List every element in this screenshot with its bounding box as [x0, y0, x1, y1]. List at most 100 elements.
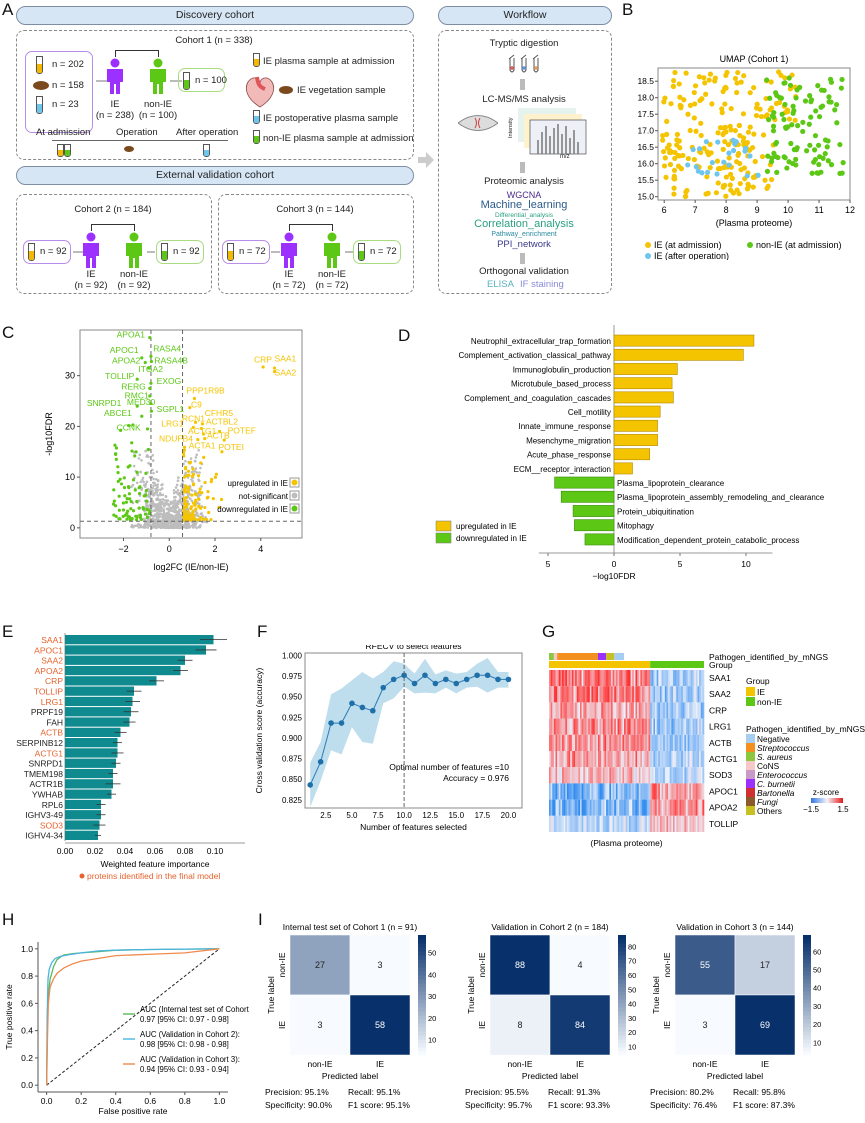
- ns-point: [145, 480, 149, 484]
- umap-point: [721, 159, 727, 165]
- umap-point: [683, 189, 689, 195]
- down-point: [147, 511, 152, 516]
- feature-label: IGHV4-34: [25, 831, 63, 841]
- umap-point: [795, 123, 801, 129]
- heatmap-cell: [602, 702, 605, 719]
- umap-point: [793, 95, 799, 101]
- point-label: CFHR5: [205, 408, 234, 418]
- heatmap-cell: [635, 783, 638, 800]
- heatmap-cell: [627, 799, 630, 816]
- umap-point: [800, 128, 806, 135]
- y-tick-label: 1.000: [282, 651, 303, 660]
- heatmap-cell: [589, 799, 592, 816]
- pathway-bar: [613, 363, 678, 375]
- ns-point: [131, 483, 135, 487]
- heatmap-cell: [681, 718, 684, 735]
- arrow-icon: [271, 251, 280, 253]
- predicted-tick-label: non-IE: [307, 1059, 332, 1069]
- heatmap-cell: [663, 670, 666, 687]
- legend-ie-plasma: IE plasma sample at admission: [263, 56, 395, 67]
- y-axis-label: True label: [651, 976, 661, 1014]
- heatmap-cell: [702, 751, 705, 768]
- colorbar-segment: [803, 971, 811, 976]
- down-point: [131, 509, 136, 513]
- heatmap-cell: [588, 783, 591, 800]
- up-point: [206, 489, 210, 494]
- umap-point: [674, 137, 680, 143]
- heatmap-cell: [669, 734, 672, 751]
- heatmap-cell: [656, 670, 659, 687]
- heatmap-cell: [573, 702, 576, 719]
- heatmap-cell: [645, 702, 648, 719]
- ns-point: [164, 495, 168, 499]
- heatmap-cell: [664, 767, 667, 784]
- x-axis-label: log2FC (IE/non-IE): [153, 562, 228, 572]
- colorbar-segment: [803, 995, 811, 1000]
- down-arrow-icon: [520, 253, 525, 264]
- heatmap-cell: [681, 799, 684, 816]
- labeled-point: [145, 427, 150, 431]
- heatmap-cell: [549, 718, 551, 735]
- heatmap-cell: [602, 686, 605, 703]
- umap-point: [661, 148, 667, 155]
- ns-point: [190, 524, 194, 527]
- legend-ie-vegetation: IE vegetation sample: [297, 85, 386, 96]
- heatmap-cell: [586, 815, 589, 832]
- heatmap-cell: [597, 670, 600, 687]
- heatmap-cell: [702, 767, 705, 784]
- heatmap-cell: [565, 734, 568, 751]
- colorbar-segment: [618, 963, 626, 968]
- cohort2-ie-sample-count: n = 92: [40, 246, 67, 257]
- nonie-sample-count: n = 100: [195, 75, 227, 86]
- green-tube-icon: [64, 144, 71, 157]
- workflow-box: [438, 30, 612, 294]
- heatmap-cell: [700, 734, 703, 751]
- heatmap-cell: [650, 702, 653, 719]
- heatmap-cell: [681, 702, 684, 719]
- heatmap-cell: [560, 718, 563, 735]
- labeled-point: [149, 409, 154, 413]
- heatmap-cell: [690, 718, 693, 735]
- umap-point: [825, 158, 831, 164]
- matrix-cell: [349, 994, 411, 1056]
- heatmap-cell: [637, 670, 640, 687]
- heatmap-cell: [684, 751, 687, 768]
- heatmap-cell: [643, 767, 646, 784]
- heatmap-cell: [570, 718, 573, 735]
- heatmap-cell: [578, 799, 581, 816]
- labeled-point: [218, 429, 222, 434]
- matrix-value: 3: [377, 960, 382, 970]
- umap-point: [671, 185, 677, 191]
- heatmap-cell: [560, 815, 563, 832]
- umap-point: [753, 105, 760, 111]
- umap-point: [734, 89, 740, 96]
- heatmap-cell: [625, 767, 628, 784]
- heatmap-cell: [673, 799, 675, 816]
- point-label: APOA1: [117, 330, 146, 340]
- umap-point: [828, 99, 834, 105]
- heatmap-cell: [661, 702, 664, 719]
- validation-if-staining: IF staining: [520, 279, 564, 290]
- labeled-point: [143, 360, 147, 365]
- ns-point: [199, 493, 202, 497]
- accuracy-point: [307, 782, 314, 788]
- heatmap-cell: [606, 767, 609, 784]
- metric-f1: F1 score: 93.3%: [548, 1100, 610, 1110]
- heatmap-cell: [673, 783, 675, 800]
- heatmap-cell: [615, 702, 618, 719]
- heatmap-cell: [677, 670, 680, 687]
- heatmap-cell: [643, 783, 646, 800]
- ns-point: [194, 510, 198, 513]
- heatmap-cell: [602, 670, 605, 687]
- heatmap-cell: [571, 751, 574, 768]
- heatmap-cell: [573, 734, 576, 751]
- heatmap-cell: [640, 702, 643, 719]
- y-tick-label: 0.2: [21, 1053, 33, 1063]
- ns-point: [155, 490, 159, 494]
- colorbar-segment: [803, 1007, 811, 1012]
- umap-point: [745, 129, 752, 135]
- heatmap-cell: [591, 767, 594, 784]
- external-validation-header: External validation cohort: [16, 166, 414, 185]
- heatmap-cell: [553, 670, 556, 687]
- x-tick-label: 0.6: [144, 1096, 156, 1106]
